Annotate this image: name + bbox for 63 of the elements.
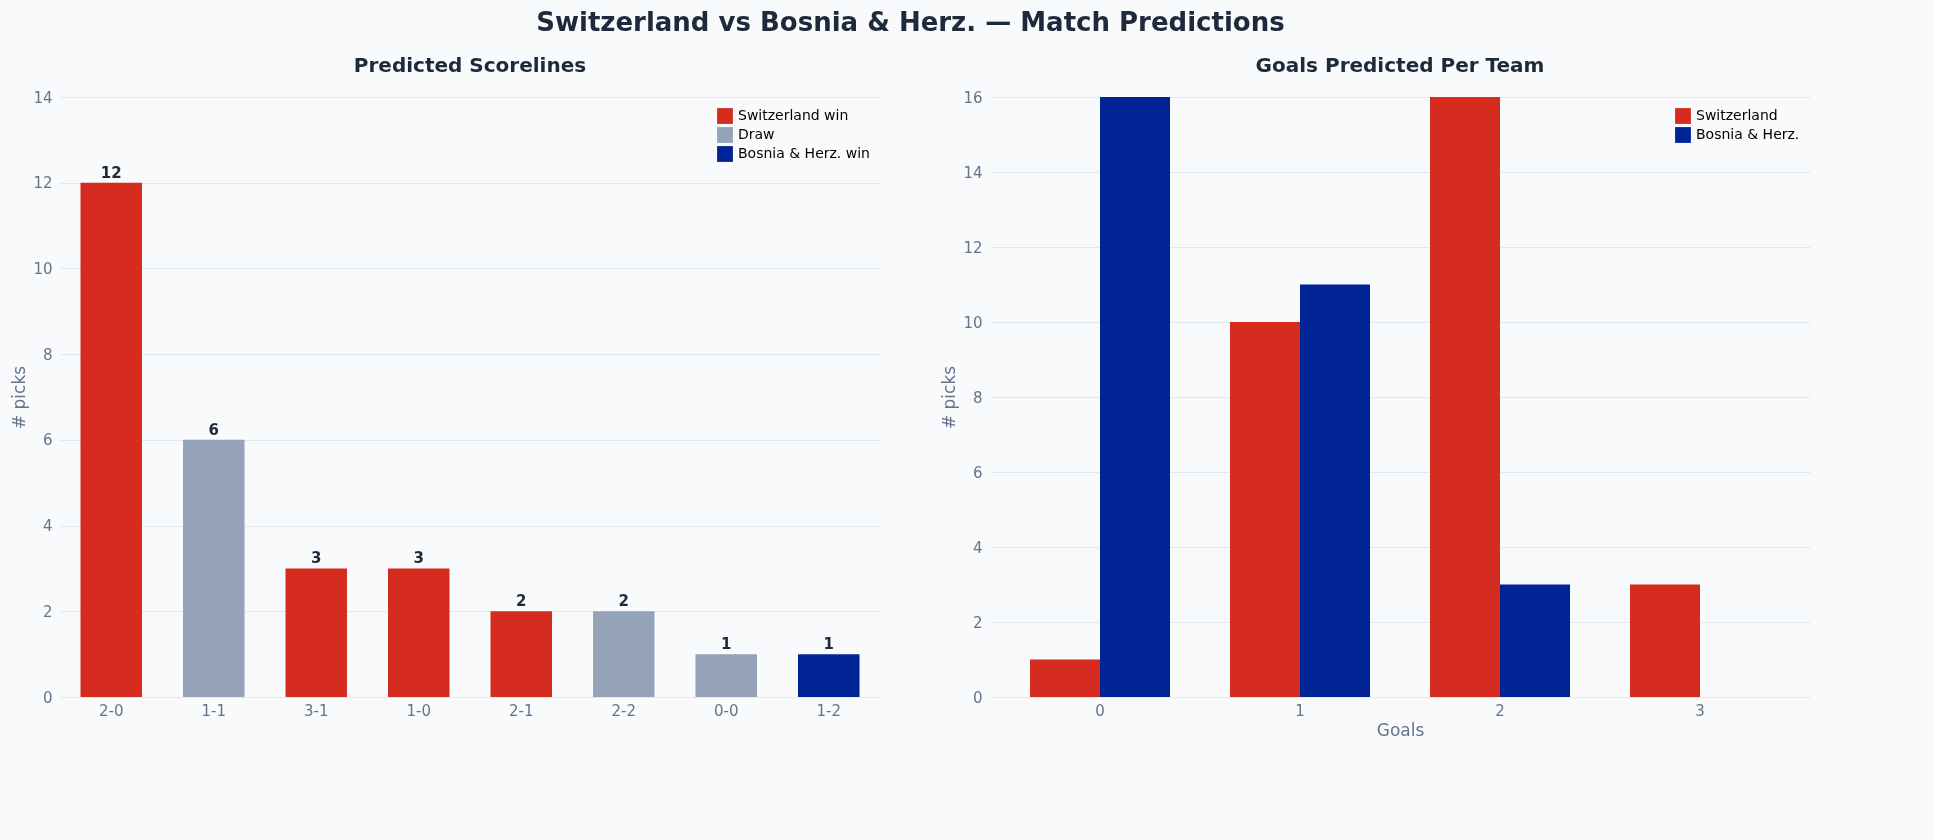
data-label: 2 xyxy=(516,592,527,611)
legend-label: Bosnia & Herz. xyxy=(1696,126,1800,142)
bar xyxy=(388,568,450,697)
bar xyxy=(1500,584,1570,697)
y-tick-label: 4 xyxy=(972,538,983,557)
y-tick-label: 2 xyxy=(972,613,983,632)
x-axis-title: Goals xyxy=(1376,719,1425,740)
data-label: 3 xyxy=(413,549,424,568)
bar xyxy=(593,611,655,697)
x-tick-label: 3 xyxy=(1695,701,1705,720)
y-tick-label: 16 xyxy=(963,88,983,107)
y-tick-label: 8 xyxy=(972,388,983,407)
bar xyxy=(285,568,347,697)
data-label: 1 xyxy=(823,635,834,654)
x-tick-label: 1-1 xyxy=(201,701,226,720)
x-tick-label: 3-1 xyxy=(304,701,329,720)
y-tick-label: 12 xyxy=(963,238,983,257)
x-tick-label: 2 xyxy=(1495,701,1505,720)
legend-label: Switzerland win xyxy=(738,107,849,123)
legend-label: Draw xyxy=(738,126,775,142)
x-tick-label: 0-0 xyxy=(714,701,739,720)
y-axis-title: # picks xyxy=(9,365,30,430)
legend-label: Switzerland xyxy=(1696,107,1778,123)
data-label: 3 xyxy=(311,549,322,568)
bar xyxy=(1030,659,1100,697)
bar xyxy=(80,182,142,697)
bar xyxy=(798,654,860,697)
data-label: 1 xyxy=(721,635,732,654)
y-tick-label: 6 xyxy=(972,463,983,482)
bar xyxy=(695,654,757,697)
chart-title: Goals Predicted Per Team xyxy=(1255,53,1545,77)
y-tick-label: 10 xyxy=(33,259,53,278)
bar xyxy=(1300,284,1370,697)
bar xyxy=(183,439,245,697)
y-tick-label: 14 xyxy=(963,163,983,182)
legend-label: Bosnia & Herz. win xyxy=(738,145,870,161)
x-tick-label: 2-1 xyxy=(509,701,534,720)
y-tick-label: 8 xyxy=(42,345,53,364)
y-tick-label: 10 xyxy=(963,313,983,332)
data-label: 2 xyxy=(618,592,629,611)
chart-title: Predicted Scorelines xyxy=(353,53,587,77)
y-axis-title: # picks xyxy=(939,365,960,430)
bar xyxy=(1430,97,1500,697)
bar xyxy=(490,611,552,697)
y-tick-label: 14 xyxy=(33,88,53,107)
data-label: 6 xyxy=(208,420,219,439)
x-tick-label: 1-2 xyxy=(816,701,841,720)
y-tick-label: 12 xyxy=(33,174,53,193)
bar xyxy=(1230,322,1300,697)
x-tick-label: 2-2 xyxy=(611,701,636,720)
x-tick-label: 2-0 xyxy=(99,701,124,720)
bar xyxy=(1630,584,1700,697)
y-tick-label: 0 xyxy=(42,688,53,707)
y-tick-label: 6 xyxy=(42,431,53,450)
x-tick-label: 1-0 xyxy=(406,701,431,720)
x-tick-label: 1 xyxy=(1295,701,1305,720)
x-tick-label: 0 xyxy=(1095,701,1105,720)
y-tick-label: 0 xyxy=(972,688,983,707)
y-tick-label: 2 xyxy=(42,602,53,621)
text: Switzerland vs Bosnia & Herz. — Match Predictions xyxy=(536,7,1285,37)
bar xyxy=(1100,97,1170,697)
data-label: 12 xyxy=(100,163,122,182)
y-tick-label: 4 xyxy=(42,517,53,536)
